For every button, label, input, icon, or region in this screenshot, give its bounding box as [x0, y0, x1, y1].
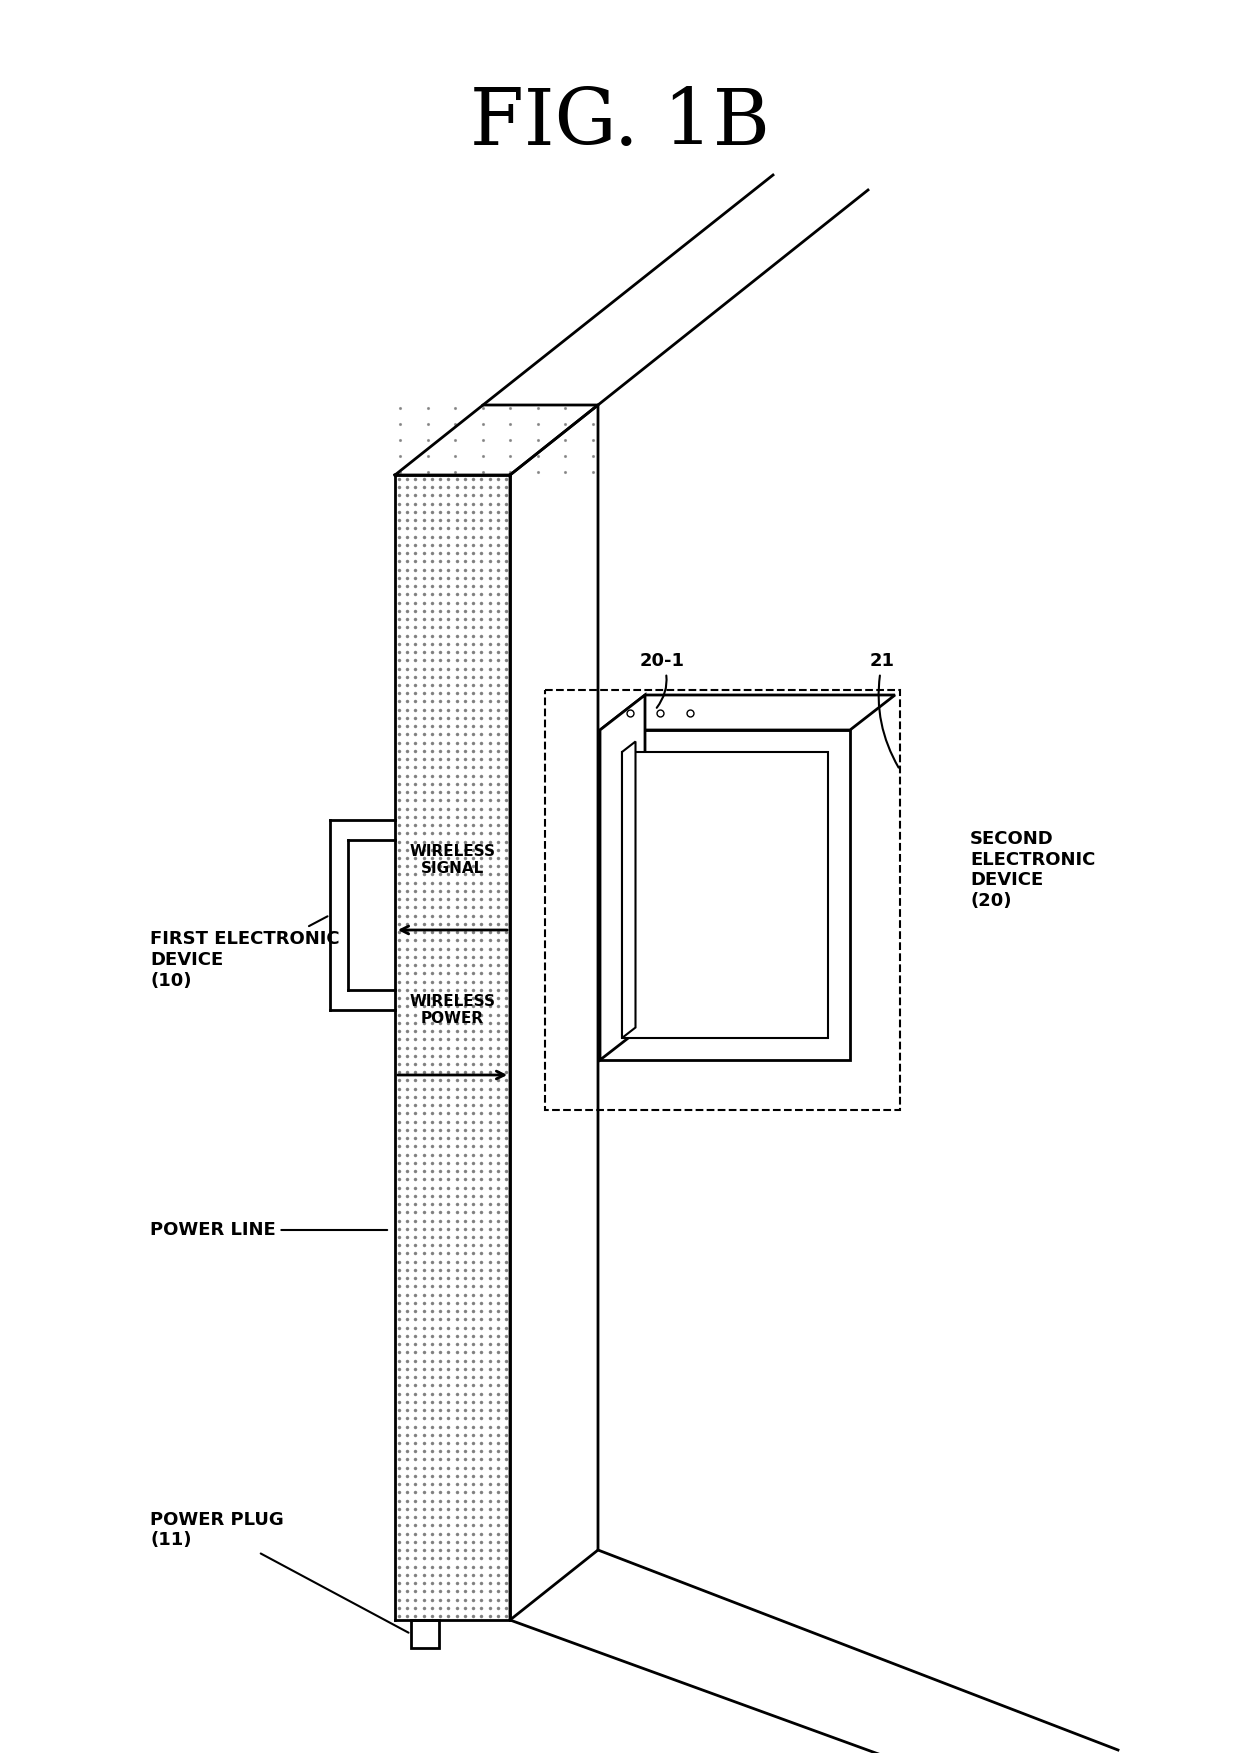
Text: 21: 21	[870, 652, 899, 768]
Text: FIG. 1B: FIG. 1B	[470, 84, 770, 161]
Polygon shape	[600, 694, 645, 1061]
Text: 20-1: 20-1	[640, 652, 684, 708]
Polygon shape	[600, 694, 895, 729]
Text: WIRELESS
POWER: WIRELESS POWER	[409, 994, 496, 1026]
Bar	[410, 1620, 439, 1648]
Text: POWER PLUG
(11): POWER PLUG (11)	[150, 1511, 408, 1632]
Text: WIRELESS
SIGNAL: WIRELESS SIGNAL	[409, 845, 496, 875]
Polygon shape	[622, 742, 635, 1038]
Polygon shape	[622, 752, 828, 1038]
Text: SECOND
ELECTRONIC
DEVICE
(20): SECOND ELECTRONIC DEVICE (20)	[970, 829, 1095, 910]
Text: POWER LINE: POWER LINE	[150, 1222, 387, 1239]
Text: FIRST ELECTRONIC
DEVICE
(10): FIRST ELECTRONIC DEVICE (10)	[150, 917, 340, 990]
Polygon shape	[600, 729, 849, 1061]
